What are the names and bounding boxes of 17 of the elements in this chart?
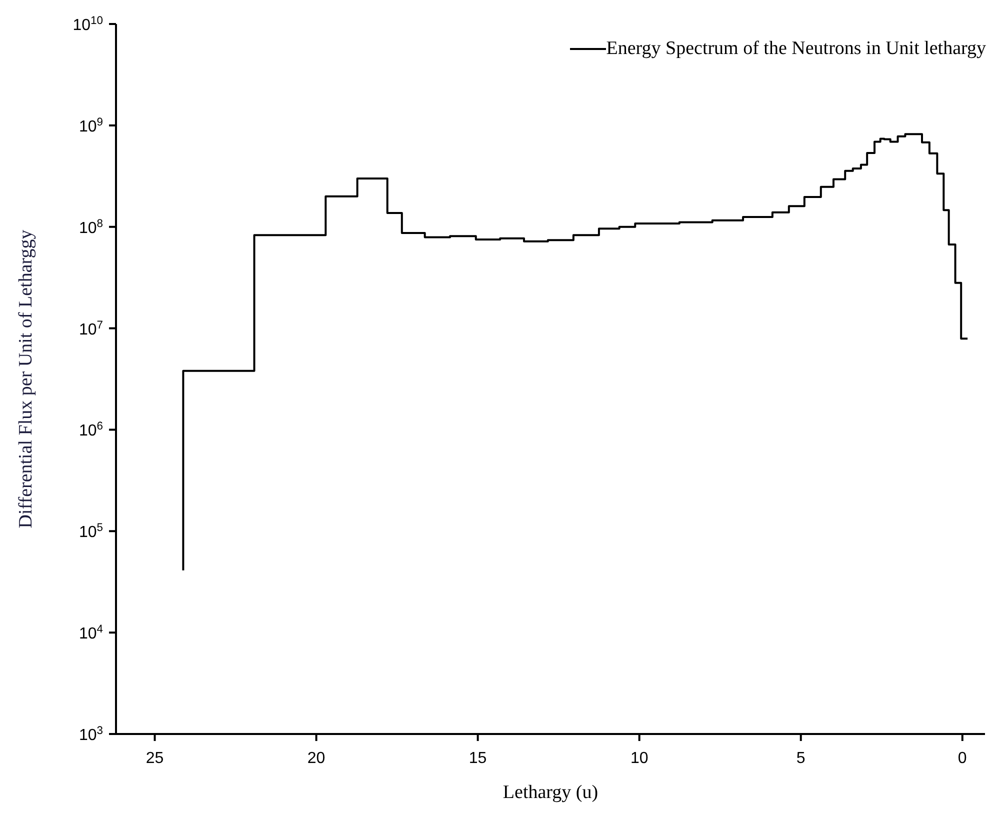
y-tick-label: 10$^{4}$ xyxy=(78,624,103,643)
x-tick-label: 0 xyxy=(958,750,967,767)
y-tick-label: 10$^{3}$ xyxy=(78,725,103,744)
y-tick-label: 10$^{8}$ xyxy=(78,218,103,237)
x-axis-title: Lethargy (u) xyxy=(502,782,598,803)
y-tick-label: 10$^{10}$ xyxy=(72,15,103,34)
y-tick-label: 10$^{5}$ xyxy=(78,522,103,542)
x-tick-label: 25 xyxy=(146,750,164,767)
x-tick-label: 10 xyxy=(630,750,648,767)
legend-label: Energy Spectrum of the Neutrons in Unit lethargy xyxy=(606,38,986,60)
x-tick-label: 5 xyxy=(796,750,806,767)
x-tick-label: 15 xyxy=(468,750,487,767)
y-tick-label: 10$^{7}$ xyxy=(78,319,103,338)
y-tick-label: 10$^{9}$ xyxy=(78,116,103,136)
y-axis-title: Differential Flux per Unit of Letharggy xyxy=(16,229,36,528)
x-tick-label: 20 xyxy=(307,750,326,767)
y-tick-label: 10$^{6}$ xyxy=(78,420,103,440)
